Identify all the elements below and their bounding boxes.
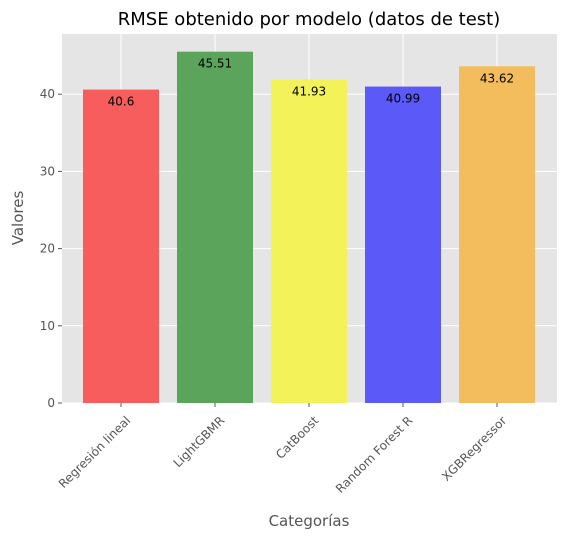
bar	[83, 89, 159, 403]
bar-value-label: 40.99	[386, 92, 420, 106]
x-tick-label: LightGBMR	[171, 413, 228, 470]
bar-value-label: 40.6	[108, 95, 135, 109]
x-tick-label: XGBRegressor	[439, 413, 509, 483]
y-axis-label: Valores	[9, 191, 27, 246]
bar	[271, 79, 347, 403]
bar-value-labels: 40.6 45.51 41.93 40.99 43.62	[108, 57, 515, 109]
bars	[83, 51, 535, 404]
bar-value-label: 43.62	[480, 71, 514, 85]
bar-value-label: 41.93	[292, 84, 326, 98]
y-tick-label: 30	[40, 164, 55, 178]
y-tick-label: 20	[40, 242, 55, 256]
y-tick-label: 0	[47, 396, 55, 410]
x-tick-label: CatBoost	[273, 413, 322, 462]
bar	[177, 51, 253, 403]
chart-title: RMSE obtenido por modelo (datos de test)	[118, 9, 501, 30]
bar	[365, 86, 441, 403]
x-axis-ticks: Regresión lineal LightGBMR CatBoost Random …	[56, 403, 509, 496]
y-tick-label: 40	[40, 87, 55, 101]
y-tick-label: 10	[40, 319, 55, 333]
y-axis-ticks: 0 10 20 30 40	[40, 87, 62, 410]
bar-value-label: 45.51	[198, 57, 232, 71]
bar	[459, 66, 535, 404]
x-axis-label: Categorías	[269, 512, 350, 530]
x-tick-label: Regresión lineal	[56, 413, 133, 490]
x-tick-label: Random Forest R	[333, 413, 415, 495]
